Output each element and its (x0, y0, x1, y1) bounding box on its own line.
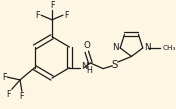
Text: F: F (50, 1, 54, 9)
Text: N: N (81, 62, 88, 71)
Text: F: F (64, 11, 68, 20)
Text: H: H (86, 66, 92, 75)
Text: O: O (83, 41, 90, 50)
Text: N: N (112, 43, 118, 52)
Text: N: N (144, 43, 151, 52)
Text: S: S (112, 60, 118, 70)
Text: F: F (6, 90, 11, 99)
Text: F: F (20, 92, 24, 101)
Text: CH₃: CH₃ (163, 45, 176, 51)
Text: F: F (2, 73, 6, 82)
Text: F: F (36, 11, 40, 20)
